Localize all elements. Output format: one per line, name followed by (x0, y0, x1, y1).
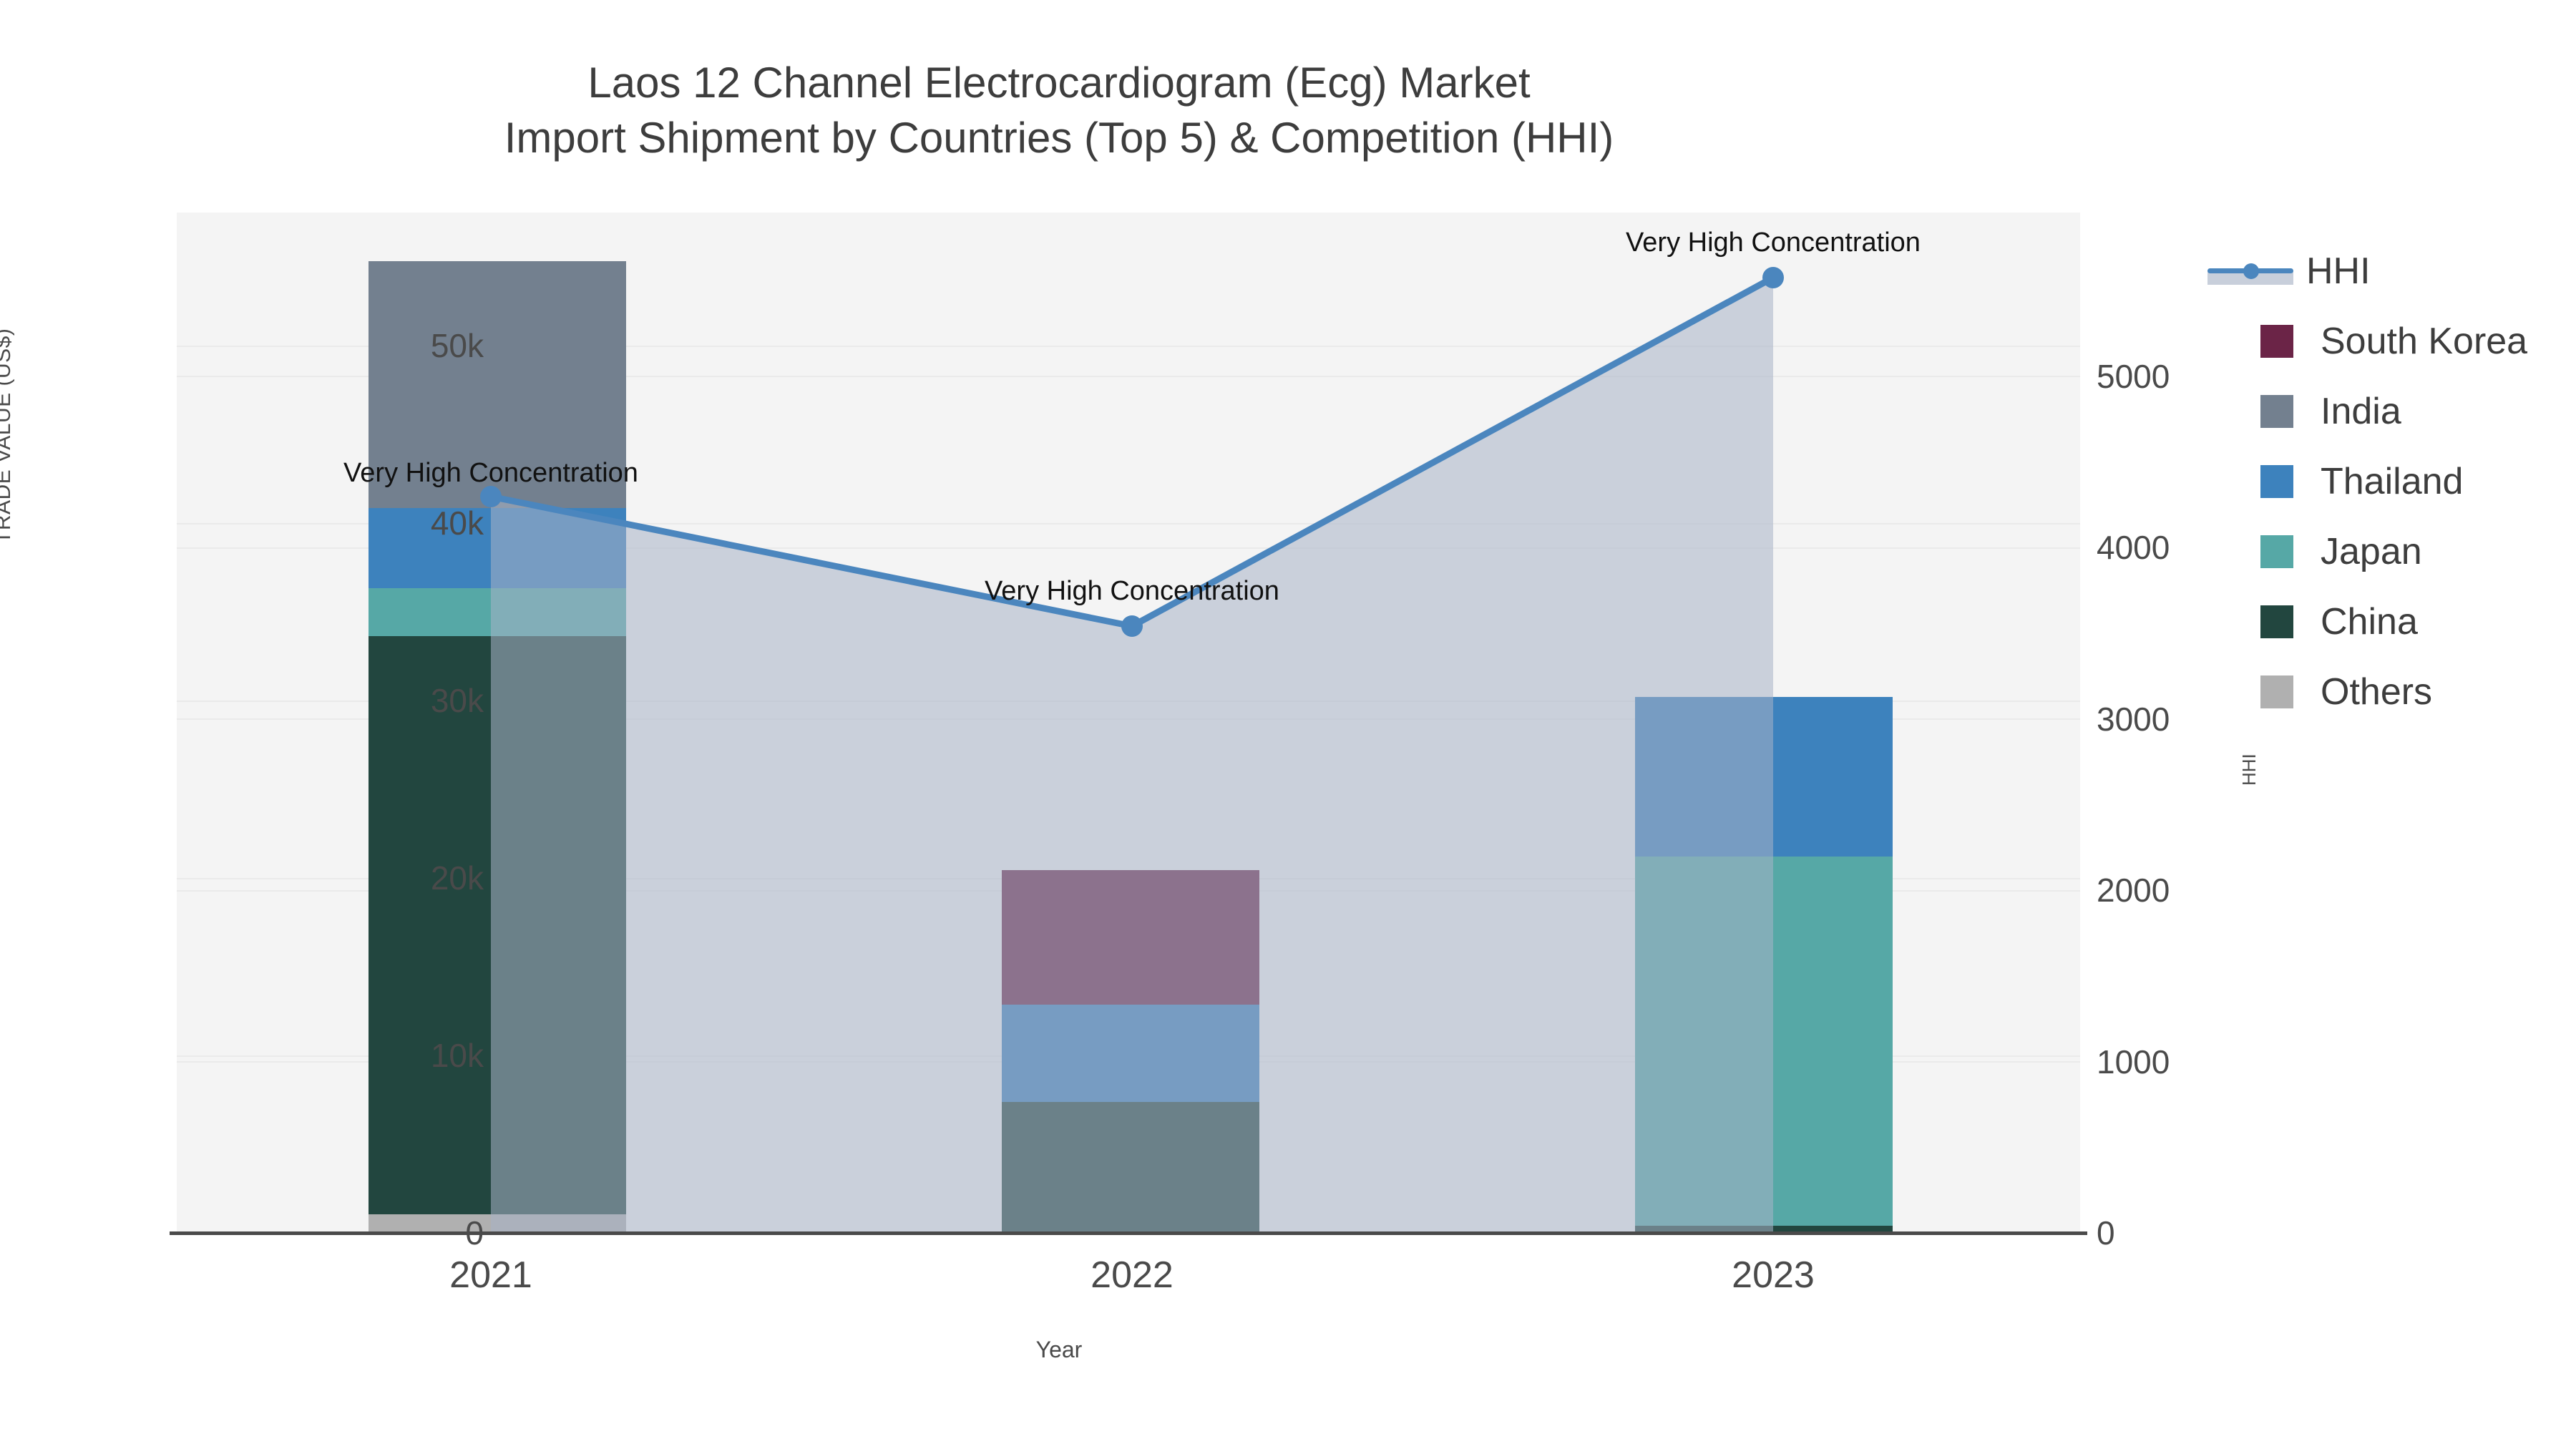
bar-2021-japan[interactable] (369, 588, 626, 636)
y-axis-left-label: TRADE VALUE (US$) (0, 328, 15, 544)
y-tick-left-20k: 20k (430, 859, 484, 897)
annotation-2023: Very High Concentration (1626, 228, 1921, 258)
bar-2022-thailand[interactable] (1002, 1005, 1259, 1102)
y-tick-left-50k: 50k (430, 327, 484, 364)
legend-item-india[interactable]: India (2207, 376, 2576, 447)
swatch-icon-japan (2260, 535, 2293, 568)
bar-2022-south-korea[interactable] (1002, 870, 1259, 1005)
swatch-icon-south-korea (2260, 325, 2293, 358)
x-tick-2023: 2023 (1732, 1254, 1815, 1296)
legend-item-others[interactable]: Others (2207, 657, 2576, 727)
legend-item-south-korea[interactable]: South Korea (2207, 306, 2576, 376)
y-tick-right-5000: 5000 (2097, 358, 2170, 395)
annotation-2022: Very High Concentration (985, 576, 1279, 606)
legend-item-japan[interactable]: Japan (2207, 517, 2576, 587)
swatch-icon-thailand (2260, 465, 2293, 498)
legend-item-thailand[interactable]: Thailand (2207, 447, 2576, 517)
x-axis-line (170, 1231, 2087, 1235)
y-tick-left-0: 0 (465, 1214, 484, 1252)
title-line-2: Import Shipment by Countries (Top 5) & C… (504, 113, 1614, 162)
legend: HHI South Korea India Thailand Japan Chi… (2207, 236, 2576, 727)
x-tick-2021: 2021 (449, 1254, 532, 1296)
title-line-1: Laos 12 Channel Electrocardiogram (Ecg) … (587, 59, 1531, 107)
page-title: Laos 12 Channel Electrocardiogram (Ecg) … (0, 56, 2118, 166)
legend-label-japan: Japan (2321, 531, 2422, 572)
y-tick-left-30k: 30k (430, 682, 484, 719)
legend-label-hhi: HHI (2306, 250, 2371, 292)
legend-item-china[interactable]: China (2207, 587, 2576, 657)
legend-label-thailand: Thailand (2321, 461, 2464, 502)
legend-label-south-korea: South Korea (2321, 321, 2528, 362)
swatch-icon-china (2260, 605, 2293, 638)
bar-2021-china[interactable] (369, 636, 626, 1214)
plot-area (177, 213, 2080, 1233)
swatch-icon-india (2260, 395, 2293, 428)
annotation-2021: Very High Concentration (343, 458, 638, 488)
x-axis-label: Year (1035, 1337, 1083, 1362)
y-tick-left-40k: 40k (430, 504, 484, 542)
legend-item-hhi[interactable]: HHI (2207, 236, 2576, 306)
y-tick-right-1000: 1000 (2097, 1043, 2170, 1080)
hhi-line-icon (2207, 255, 2293, 288)
bar-2023-thailand[interactable] (1635, 697, 1893, 857)
y-tick-right-2000: 2000 (2097, 872, 2170, 909)
y-tick-left-10k: 10k (430, 1037, 484, 1074)
legend-label-china: China (2321, 601, 2418, 643)
y-tick-right-3000: 3000 (2097, 701, 2170, 738)
x-tick-2022: 2022 (1091, 1254, 1174, 1296)
y-tick-right-4000: 4000 (2097, 529, 2170, 566)
bar-2023-japan[interactable] (1635, 857, 1893, 1226)
legend-label-india: India (2321, 391, 2401, 432)
bar-2022-china[interactable] (1002, 1102, 1259, 1233)
y-tick-right-0: 0 (2097, 1214, 2115, 1252)
legend-label-others: Others (2321, 671, 2433, 713)
y-axis-right-label: HHI (2238, 753, 2260, 786)
swatch-icon-others (2260, 675, 2293, 708)
